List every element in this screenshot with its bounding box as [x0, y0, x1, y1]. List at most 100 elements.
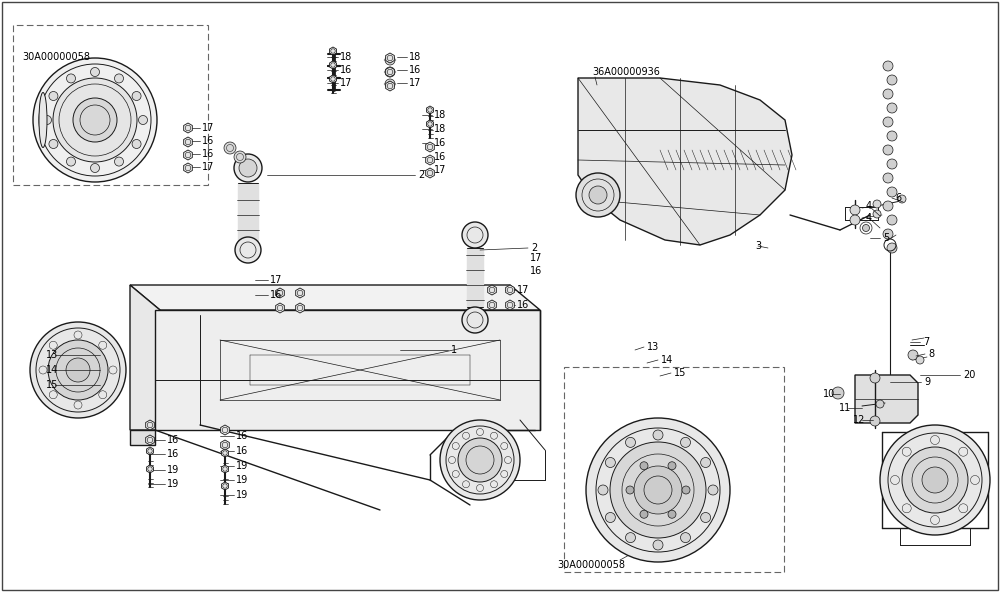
Circle shape	[458, 438, 502, 482]
Circle shape	[605, 513, 615, 523]
Polygon shape	[155, 310, 540, 430]
Circle shape	[887, 131, 897, 141]
Circle shape	[832, 387, 844, 399]
Text: 4: 4	[866, 201, 872, 211]
Text: 13: 13	[46, 350, 58, 360]
Circle shape	[680, 437, 690, 448]
Circle shape	[887, 75, 897, 85]
Text: 18: 18	[409, 52, 421, 62]
Text: 30A00000058: 30A00000058	[22, 52, 90, 62]
Circle shape	[883, 145, 893, 155]
Text: 17: 17	[409, 78, 421, 88]
Circle shape	[908, 350, 918, 360]
Circle shape	[873, 210, 881, 218]
Polygon shape	[426, 142, 434, 152]
Circle shape	[883, 61, 893, 71]
Circle shape	[850, 215, 860, 225]
Circle shape	[626, 437, 636, 448]
Circle shape	[887, 187, 897, 197]
Circle shape	[640, 462, 648, 469]
Text: 16: 16	[517, 300, 529, 310]
Circle shape	[916, 356, 924, 364]
Polygon shape	[184, 150, 192, 160]
Circle shape	[132, 140, 141, 149]
Polygon shape	[386, 81, 394, 91]
Text: 16: 16	[340, 65, 352, 75]
Circle shape	[682, 486, 690, 494]
Text: 18: 18	[434, 110, 446, 120]
Circle shape	[67, 74, 76, 83]
Polygon shape	[296, 288, 304, 298]
Circle shape	[640, 510, 648, 518]
Text: 14: 14	[661, 355, 673, 365]
Circle shape	[898, 195, 906, 203]
Circle shape	[385, 67, 395, 77]
Polygon shape	[467, 248, 483, 307]
Polygon shape	[130, 285, 160, 430]
Circle shape	[605, 458, 615, 468]
Text: 17: 17	[202, 123, 214, 133]
Circle shape	[880, 425, 990, 535]
Polygon shape	[488, 285, 496, 295]
Text: 15: 15	[674, 368, 686, 378]
Text: 16: 16	[434, 138, 446, 148]
Circle shape	[883, 229, 893, 239]
Circle shape	[139, 115, 148, 124]
Polygon shape	[222, 465, 228, 473]
Circle shape	[668, 510, 676, 518]
Circle shape	[234, 154, 262, 182]
Circle shape	[701, 513, 711, 523]
Circle shape	[49, 92, 58, 101]
Circle shape	[870, 373, 880, 383]
Text: 19: 19	[167, 465, 179, 475]
Polygon shape	[147, 447, 153, 455]
Circle shape	[653, 430, 663, 440]
Polygon shape	[222, 482, 228, 490]
Circle shape	[850, 205, 860, 215]
Text: 16: 16	[409, 65, 421, 75]
Text: 2: 2	[531, 243, 537, 253]
Circle shape	[653, 540, 663, 550]
Circle shape	[224, 142, 236, 154]
Circle shape	[887, 159, 897, 169]
Text: 7: 7	[923, 337, 929, 347]
Circle shape	[634, 466, 682, 514]
Text: 36A00000936: 36A00000936	[592, 67, 660, 77]
Text: 2: 2	[418, 170, 424, 180]
Text: 16: 16	[236, 446, 248, 456]
Text: 11: 11	[839, 403, 851, 413]
Circle shape	[385, 79, 395, 89]
Circle shape	[883, 89, 893, 99]
Circle shape	[66, 358, 90, 382]
Polygon shape	[184, 123, 192, 133]
Circle shape	[598, 485, 608, 495]
Circle shape	[91, 163, 100, 172]
Circle shape	[626, 486, 634, 494]
Circle shape	[73, 98, 117, 142]
Text: 16: 16	[270, 290, 282, 300]
Text: 18: 18	[434, 124, 446, 134]
Text: 17: 17	[340, 78, 352, 88]
Circle shape	[883, 201, 893, 211]
Circle shape	[876, 400, 884, 408]
Text: 19: 19	[236, 475, 248, 485]
Polygon shape	[296, 303, 304, 313]
Circle shape	[862, 224, 869, 231]
Polygon shape	[427, 106, 433, 114]
Polygon shape	[221, 440, 229, 450]
Text: 18: 18	[340, 52, 352, 62]
Ellipse shape	[39, 92, 47, 147]
Polygon shape	[855, 375, 918, 423]
Text: 17: 17	[434, 165, 446, 175]
Polygon shape	[330, 75, 336, 83]
Text: 19: 19	[167, 479, 179, 489]
Text: 12: 12	[853, 415, 865, 425]
Circle shape	[440, 420, 520, 500]
Text: 16: 16	[167, 449, 179, 459]
Text: 15: 15	[46, 380, 58, 390]
Circle shape	[586, 418, 730, 562]
Circle shape	[53, 78, 137, 162]
Circle shape	[462, 222, 488, 248]
Circle shape	[668, 462, 676, 469]
Circle shape	[385, 55, 395, 65]
